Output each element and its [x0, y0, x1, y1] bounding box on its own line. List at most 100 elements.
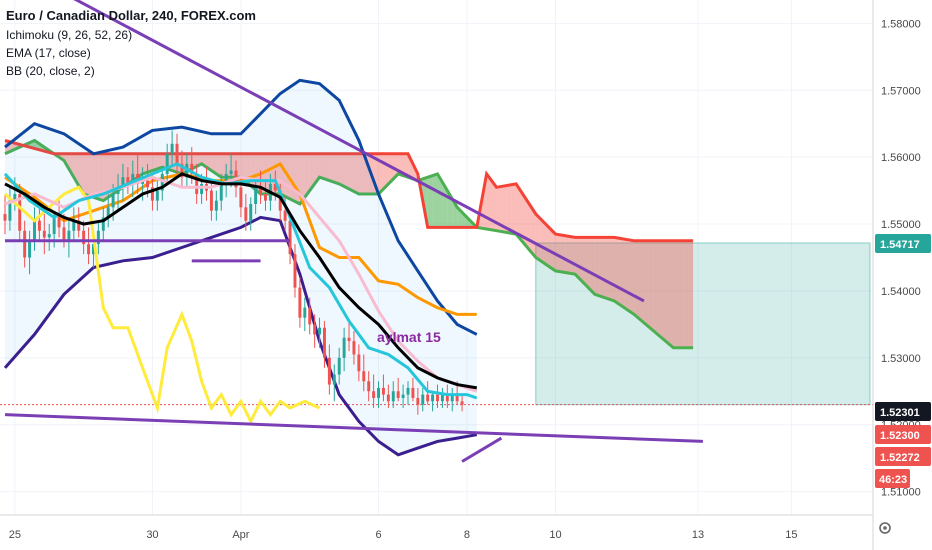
candle-body	[372, 391, 376, 398]
price-tick-label: 1.58000	[881, 18, 921, 30]
time-tick-label: 10	[549, 529, 561, 541]
gear-icon[interactable]	[879, 522, 891, 534]
candle-body	[273, 183, 277, 191]
candle-body	[327, 357, 331, 385]
candle-body	[254, 187, 258, 204]
candle-body	[347, 337, 351, 342]
candle-body	[367, 381, 371, 392]
bb-basis	[4, 161, 477, 316]
candle-body	[209, 190, 213, 211]
candle-body	[244, 207, 248, 221]
cloud-slice	[643, 240, 649, 327]
cloud-slice	[304, 153, 310, 198]
candle-body	[190, 163, 194, 174]
candle-body	[406, 387, 410, 395]
cloud-slice	[299, 153, 305, 204]
candle-body	[455, 394, 459, 402]
profit-zone	[535, 242, 871, 406]
candle-body	[126, 177, 130, 184]
cloud-slice	[432, 173, 438, 228]
cloud-slice	[658, 240, 664, 340]
time-tick-label: 8	[464, 529, 470, 541]
cloud-slice	[624, 239, 630, 312]
candle-body	[170, 143, 174, 154]
svg-text:1.54717: 1.54717	[880, 239, 920, 251]
candle-body	[249, 203, 253, 221]
cloud-slice	[511, 183, 517, 235]
candle-body	[214, 200, 218, 211]
price-tick-label: 1.57000	[881, 85, 921, 97]
candle-body	[450, 394, 454, 402]
candle-body	[175, 143, 179, 164]
cloud-slice	[344, 153, 350, 189]
candle-body	[155, 190, 159, 201]
price-tick-label: 1.56000	[881, 152, 921, 164]
price-tick-label: 1.54000	[881, 286, 921, 298]
candle-body	[436, 394, 439, 402]
legend-bb[interactable]: BB (20, close, 2)	[6, 64, 95, 78]
candle-body	[288, 220, 292, 255]
cloud-slice	[545, 224, 551, 268]
candle-body	[298, 287, 302, 318]
legend-ichimoku[interactable]: Ichimoku (9, 26, 52, 26)	[6, 28, 133, 42]
bb-upper	[4, 78, 478, 336]
candle-body	[377, 387, 380, 398]
cloud-slice	[516, 183, 522, 240]
cloud-slice	[152, 153, 158, 171]
senkou-span-a	[4, 138, 694, 350]
position-box[interactable]	[0, 242, 873, 406]
cloud-slice	[663, 240, 669, 344]
candle-body	[352, 341, 356, 355]
candle-body	[52, 217, 56, 235]
cloud-slice	[103, 153, 109, 201]
cloud-slice	[339, 153, 345, 187]
candle-body	[200, 183, 204, 194]
cloud-slice	[575, 237, 581, 280]
candle-body	[47, 234, 51, 238]
cloud-slice	[668, 240, 674, 348]
cloud-slice	[491, 180, 497, 231]
candle-body	[229, 170, 233, 174]
senkou-span-b	[4, 139, 694, 243]
cloud-slice	[648, 240, 654, 332]
legend-ema[interactable]: EMA (17, close)	[6, 46, 91, 60]
candle-body	[62, 227, 66, 241]
trendline	[73, 0, 645, 303]
candle-body	[111, 193, 115, 208]
cloud-slice	[555, 234, 561, 272]
bar-countdown-timer: 46:23	[875, 469, 910, 488]
cloud-slice	[550, 229, 556, 271]
candle-body	[278, 190, 282, 211]
cloud-slice	[98, 153, 104, 201]
time-tick-label: 13	[692, 529, 704, 541]
candle-body	[396, 391, 400, 398]
cloud-slice	[142, 153, 148, 174]
symbol-title[interactable]: Euro / Canadian Dollar, 240, FOREX.com	[6, 8, 256, 23]
cloud-slice	[157, 153, 163, 169]
cloud-slice	[88, 153, 94, 198]
price-tag-stop: 1.52272	[875, 447, 931, 466]
cloud-slice	[240, 153, 246, 182]
cloud-slice	[673, 240, 679, 348]
candle-body	[386, 394, 390, 402]
cloud-slice	[83, 153, 89, 196]
candle-body	[150, 187, 154, 201]
candle-body	[121, 177, 125, 188]
cloud-slice	[108, 153, 114, 198]
candle-body	[460, 401, 464, 405]
candle-body	[8, 200, 12, 221]
tenkan-sen	[3, 162, 478, 400]
cloud-slice	[113, 153, 119, 194]
time-tick-label: 25	[9, 529, 21, 541]
candle-body	[160, 173, 164, 191]
cloud-slice	[678, 240, 684, 348]
svg-text:1.52272: 1.52272	[880, 452, 920, 464]
cloud-slice	[634, 240, 640, 319]
time-axis[interactable]: 25 30 Apr 6 8 10 13 15	[9, 529, 798, 541]
cloud-slice	[334, 153, 340, 184]
cloud-slice	[589, 237, 595, 295]
svg-text:46:23: 46:23	[879, 474, 907, 486]
cloud-slice	[378, 153, 384, 194]
trendlines[interactable]	[4, 0, 703, 463]
